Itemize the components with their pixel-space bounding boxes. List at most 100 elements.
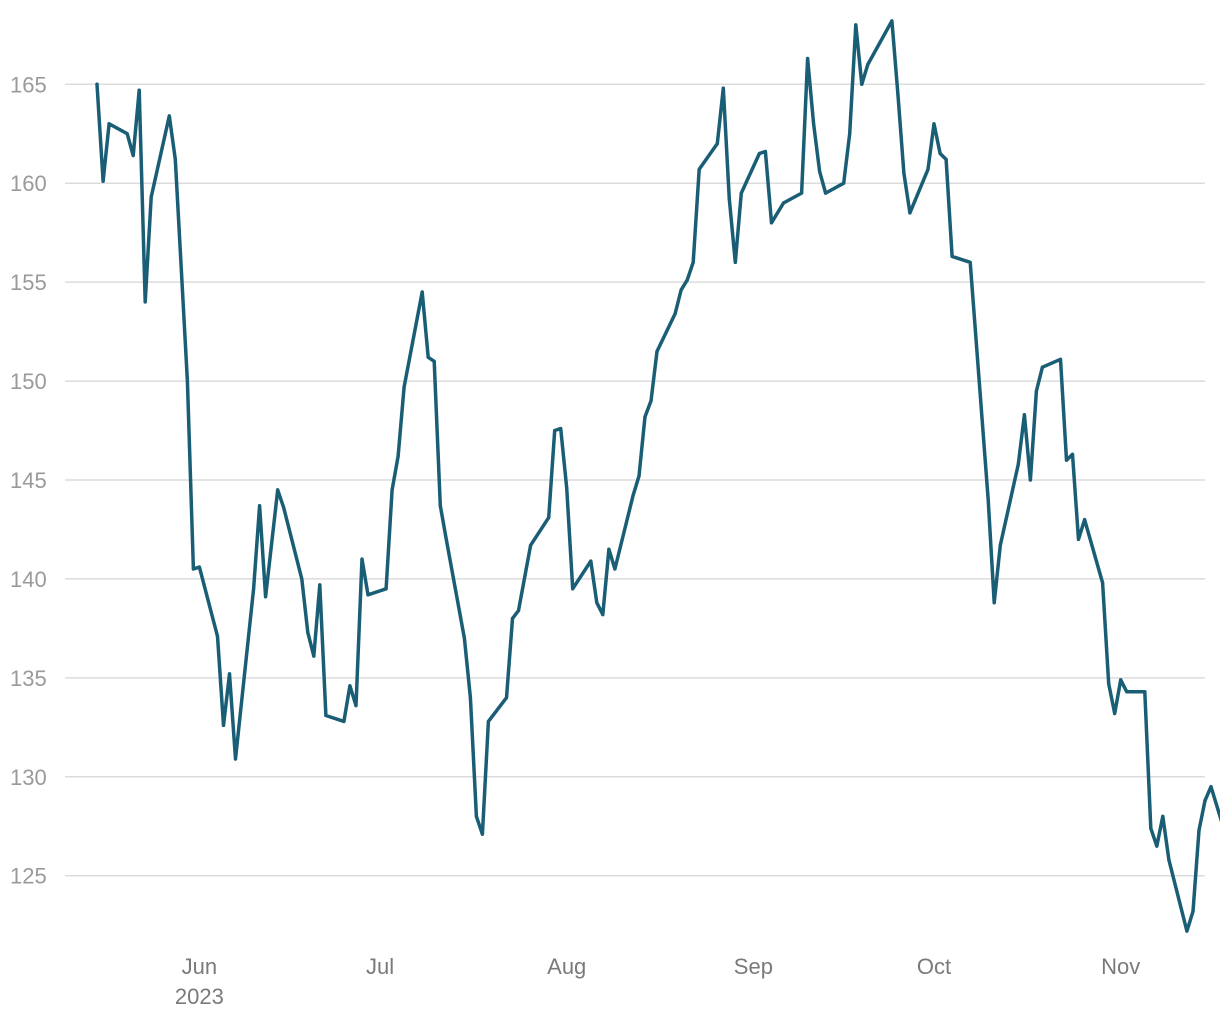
data-point <box>1167 858 1171 862</box>
data-point <box>595 601 599 605</box>
data-point <box>462 636 466 640</box>
data-point <box>95 82 99 86</box>
price-series-line <box>95 19 1220 933</box>
data-point <box>480 832 484 836</box>
data-point <box>306 630 310 635</box>
data-point <box>866 62 870 67</box>
data-point <box>354 704 358 708</box>
data-point <box>812 122 816 126</box>
data-point <box>486 719 490 724</box>
data-point <box>504 696 509 700</box>
data-point <box>1083 518 1087 522</box>
data-point <box>1064 458 1069 462</box>
data-point <box>1125 690 1129 694</box>
data-point <box>252 587 256 591</box>
data-point <box>655 349 659 353</box>
data-point <box>806 56 810 61</box>
data-point <box>613 567 617 571</box>
x-tick-label: Aug <box>547 954 586 979</box>
data-point <box>366 593 370 597</box>
x-tick-label: Nov <box>1101 954 1140 979</box>
data-point <box>1185 929 1189 933</box>
data-point <box>426 355 430 359</box>
y-tick-label: 125 <box>10 864 47 889</box>
data-point <box>800 191 804 195</box>
data-point <box>396 454 400 458</box>
data-point <box>781 201 786 205</box>
y-tick-label: 145 <box>10 468 47 493</box>
y-tick-label: 135 <box>10 666 47 691</box>
series-points <box>95 19 1213 933</box>
data-point <box>300 577 304 581</box>
data-point <box>1143 690 1147 694</box>
data-point <box>890 19 894 23</box>
data-point <box>932 122 936 126</box>
data-point <box>516 609 521 613</box>
data-point <box>227 672 232 676</box>
data-point <box>818 169 822 173</box>
data-point <box>715 142 719 146</box>
data-point <box>944 157 948 161</box>
data-point <box>444 537 448 542</box>
data-point <box>565 486 569 490</box>
data-point <box>1040 365 1044 369</box>
data-point <box>691 260 695 264</box>
data-point <box>998 543 1002 547</box>
data-point <box>137 88 141 92</box>
data-point <box>607 547 611 551</box>
x-axis-ticks: Jun 2023 Jul Aug Sep Oct Nov <box>175 954 1140 1009</box>
data-point <box>215 634 220 638</box>
data-point <box>258 504 262 508</box>
x-tick-label: Sep <box>734 954 773 979</box>
data-point <box>529 543 533 547</box>
data-point <box>264 595 268 599</box>
data-point <box>167 114 171 118</box>
data-point <box>474 814 478 819</box>
data-point <box>1113 711 1117 716</box>
data-point <box>553 428 557 433</box>
data-point <box>191 567 195 571</box>
data-point <box>733 260 737 264</box>
data-point <box>342 719 346 724</box>
data-point <box>318 583 322 587</box>
y-tick-label: 160 <box>10 171 47 196</box>
data-point <box>1076 537 1081 542</box>
data-point <box>938 151 942 156</box>
data-point <box>679 288 683 292</box>
data-point <box>631 494 635 498</box>
data-point <box>420 290 424 294</box>
data-point <box>1101 581 1105 585</box>
data-point <box>1028 478 1032 482</box>
data-point <box>1070 452 1075 456</box>
data-point <box>1203 799 1207 803</box>
data-point <box>384 587 388 591</box>
data-point <box>697 167 701 171</box>
data-point <box>1034 389 1038 393</box>
data-point <box>432 359 436 363</box>
data-point <box>842 181 846 185</box>
data-point <box>992 601 996 605</box>
data-point <box>986 498 990 502</box>
data-point <box>360 557 364 561</box>
data-point <box>673 312 677 316</box>
data-point <box>824 191 828 195</box>
x-tick-label: Oct <box>917 954 951 979</box>
data-point <box>1161 814 1165 819</box>
data-point <box>721 86 725 90</box>
data-point <box>185 379 189 383</box>
data-point <box>1209 785 1213 789</box>
data-point <box>896 92 900 96</box>
data-point <box>438 504 442 508</box>
data-point <box>589 559 593 563</box>
data-point <box>926 167 930 171</box>
y-tick-label: 165 <box>10 72 47 97</box>
data-point <box>649 399 653 403</box>
data-point <box>902 171 906 175</box>
data-point <box>1119 678 1123 682</box>
series-layer <box>95 19 1220 933</box>
data-point <box>860 82 864 86</box>
y-tick-label: 130 <box>10 765 47 790</box>
y-tick-label: 140 <box>10 567 47 592</box>
x-tick-year-label: 2023 <box>175 984 224 1009</box>
